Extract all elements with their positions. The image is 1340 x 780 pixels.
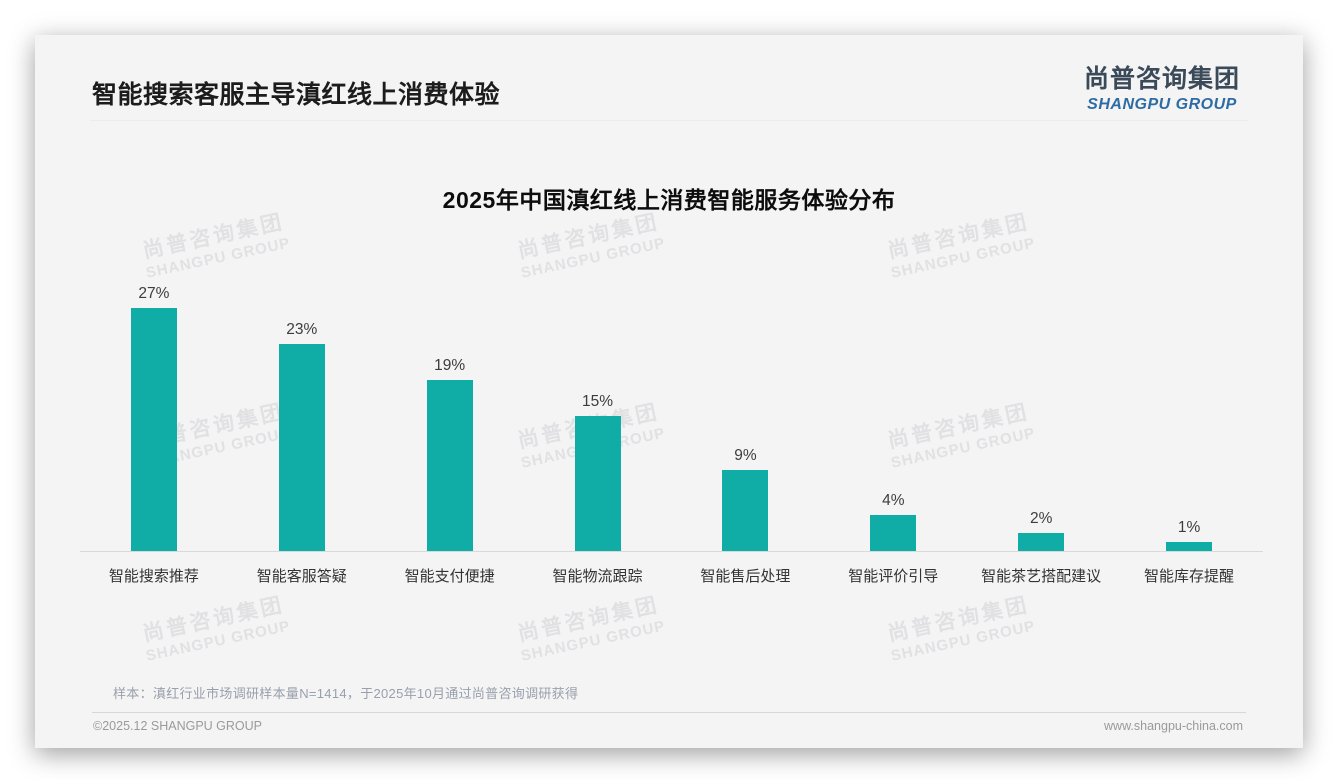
bar [722,470,769,551]
bar-column: 9% [672,281,820,551]
bar-column: 19% [376,281,524,551]
watermark-english-text: SHANGPU GROUP [144,617,292,665]
bar-column: 2% [967,281,1115,551]
bar [1018,533,1065,551]
bar [426,380,473,551]
watermark-english-text: SHANGPU GROUP [144,234,292,282]
bar-value-label: 23% [286,321,318,338]
watermark-english-text: SHANGPU GROUP [889,617,1037,665]
bar-column: 23% [228,281,376,551]
bar-category-label: 智能支付便捷 [404,568,495,585]
watermark-english-text: SHANGPU GROUP [519,234,667,282]
watermark-english-text: SHANGPU GROUP [889,234,1037,282]
watermark-chinese-text: 尚普咨询集团 [140,593,287,646]
bar [1166,542,1213,551]
logo-english-name: SHANGPU GROUP [1087,96,1237,113]
page-title: 智能搜索客服主导滇红线上消费体验 [92,81,501,109]
bar-category-label: 智能客服答疑 [256,568,347,585]
website-url: www.shangpu-china.com [1104,719,1243,733]
sample-footnote: 样本：滇红行业市场调研样本量N=1414，于2025年10月通过尚普咨询调研获得 [113,686,579,701]
chart-title: 2025年中国滇红线上消费智能服务体验分布 [442,187,896,213]
copyright-text: ©2025.12 SHANGPU GROUP [93,719,262,733]
bar-value-label: 1% [1177,519,1201,536]
title-divider [90,120,1248,121]
bar-value-label: 27% [138,285,170,302]
bar-column: 1% [1115,281,1263,551]
bar-category-label: 智能评价引导 [848,568,939,585]
bar-category-label: 智能搜索推荐 [108,568,199,585]
bar-chart: 27% 23% 19% 15% 9% 4% 2% 1% [80,281,1263,551]
watermark-chinese-text: 尚普咨询集团 [515,593,662,646]
bar [130,308,177,551]
bar-value-label: 2% [1029,510,1053,527]
bar-value-label: 9% [734,447,757,464]
watermark-chinese-text: 尚普咨询集团 [885,593,1032,646]
bar-category-label: 智能售后处理 [700,568,791,585]
bar-value-label: 4% [882,492,905,509]
bar-column: 4% [819,281,967,551]
bar-category-label: 智能物流跟踪 [552,568,643,585]
x-axis-labels: 智能搜索推荐 智能客服答疑 智能支付便捷 智能物流跟踪 智能售后处理 智能评价引导 智能茶艺… [80,565,1263,586]
bar-column: 27% [80,281,228,551]
bar-value-label: 15% [582,393,614,410]
bar-category-label: 智能茶艺搭配建议 [981,568,1102,585]
bar-column: 15% [524,281,672,551]
company-logo: 尚普咨询集团 SHANGPU GROUP [1084,59,1240,114]
report-slide-card: 智能搜索客服主导滇红线上消费体验 尚普咨询集团 SHANGPU GROUP 20… [35,35,1303,748]
footer-divider [92,712,1246,713]
bar [870,515,917,551]
watermark-english-text: SHANGPU GROUP [519,617,667,665]
bar [278,344,325,551]
bar-value-label: 19% [434,357,466,374]
x-axis-line [80,551,1263,552]
bar [574,416,621,551]
bar-category-label: 智能库存提醒 [1144,568,1235,585]
logo-chinese-name: 尚普咨询集团 [1083,65,1240,93]
